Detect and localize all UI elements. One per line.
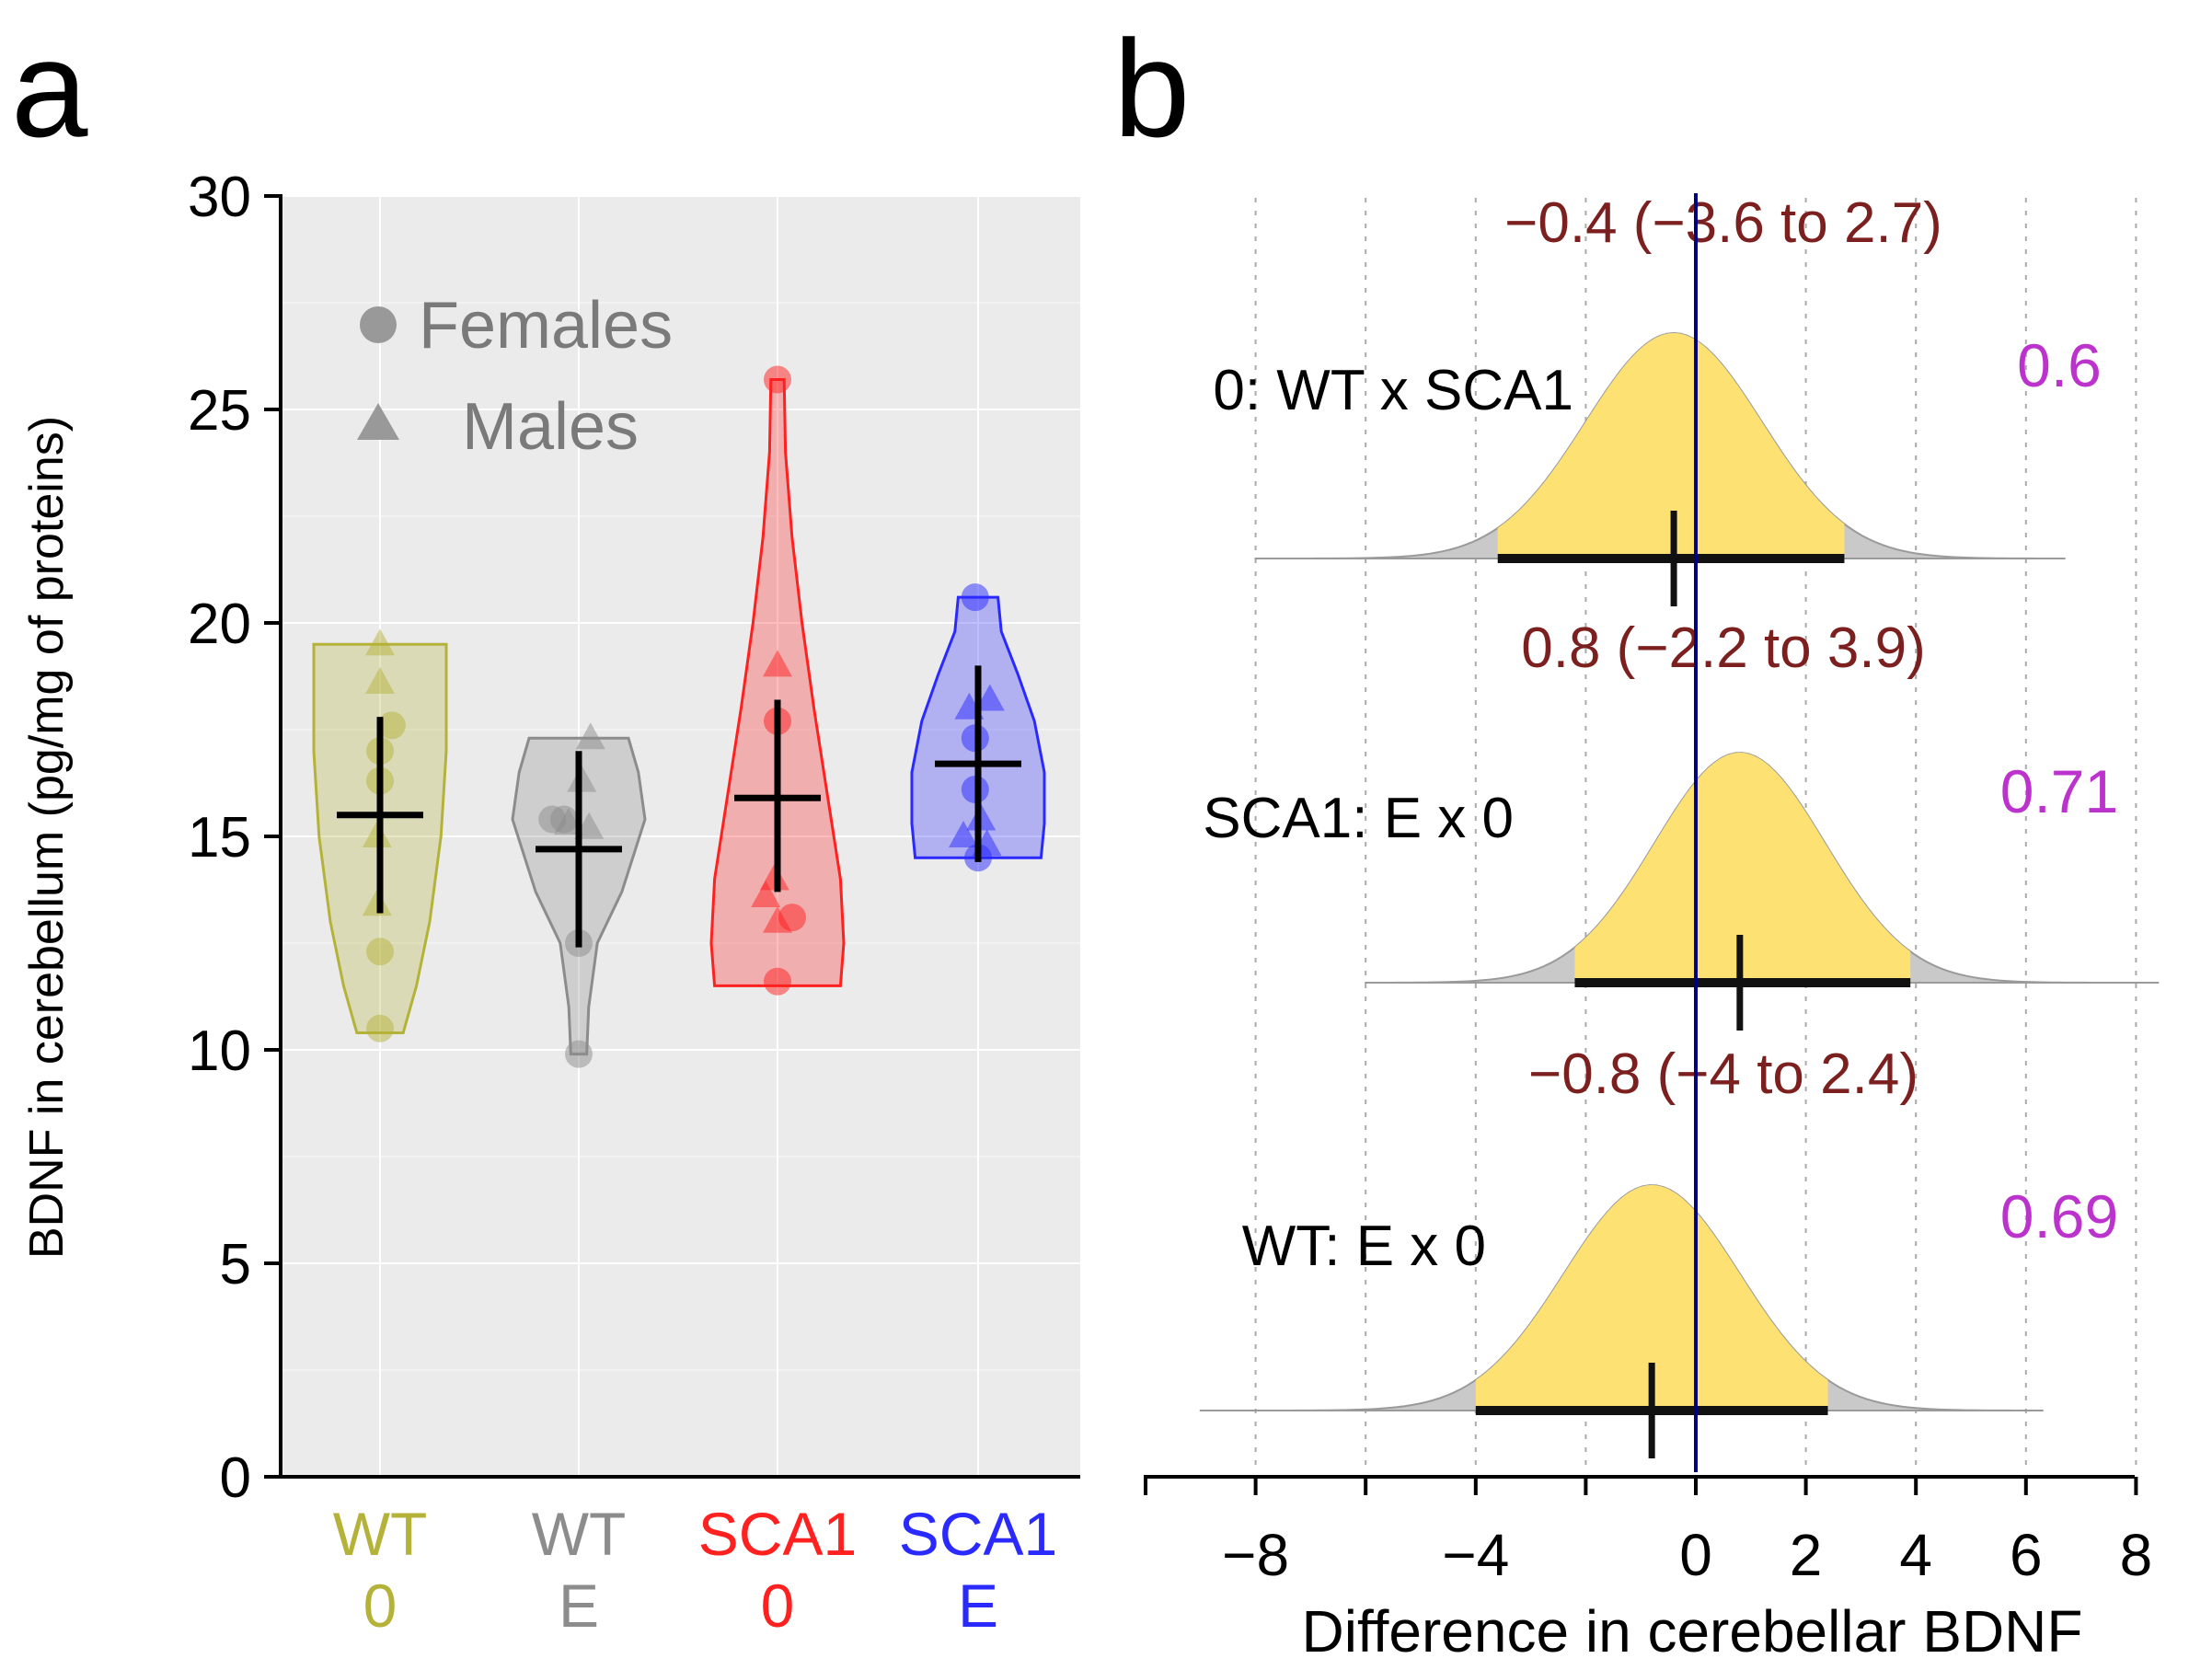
probability-label: 0.71 <box>2000 757 2118 825</box>
panel-b-label: b <box>1113 11 1190 166</box>
data-point-female <box>764 365 791 394</box>
comparison-label: 0: WT x SCA1 <box>1213 359 1573 422</box>
y-tick-label: 25 <box>188 379 251 443</box>
data-point-female <box>366 1014 394 1042</box>
density-row: −0.8 (−4 to 2.4) 0.69 WT: E x 0 <box>1200 1042 2118 1458</box>
y-tick-label: 0 <box>220 1446 251 1510</box>
males-marker-icon <box>357 403 399 440</box>
x-tick-label-line2: E <box>559 1572 599 1640</box>
y-tick-label: 15 <box>188 806 251 870</box>
density-ci-fill <box>1475 1185 1828 1411</box>
interval-annotation: −0.8 (−4 to 2.4) <box>1528 1042 1918 1106</box>
data-point-male <box>763 905 792 933</box>
data-point-female <box>764 967 791 996</box>
density-row: −0.4 (−3.6 to 2.7) 0.6 0: WT x SCA1 <box>1213 191 2102 606</box>
females-marker-icon <box>360 306 397 343</box>
violin-chart: 0 5 10 15 20 25 30 BDNF in cerebellum (pg/mg o… <box>20 166 1080 1640</box>
x-tick-label-line1: WT <box>333 1500 428 1568</box>
data-point-male <box>949 821 978 847</box>
legend-males-label: Males <box>462 390 639 464</box>
x-tick-label: −4 <box>1442 1522 1509 1588</box>
x-tick-label: 2 <box>1790 1522 1823 1588</box>
interval-annotation: −0.4 (−3.6 to 2.7) <box>1504 191 1942 255</box>
x-tick-label-line2: 0 <box>363 1572 397 1640</box>
density-chart: −0.4 (−3.6 to 2.7) 0.6 0: WT x SCA1 0.8 (−2… <box>1144 191 2159 1664</box>
y-tick-label: 30 <box>188 166 251 229</box>
y-axis-label: BDNF in cerebellum (pg/mg of proteins) <box>20 416 74 1259</box>
data-point-male <box>974 684 1005 711</box>
comparison-label: WT: E x 0 <box>1242 1215 1486 1278</box>
data-point-male <box>365 628 395 656</box>
violin-group <box>709 365 846 996</box>
violins <box>312 365 1046 1068</box>
data-point-male <box>763 650 792 677</box>
x-tick-label-line1: SCA1 <box>698 1500 857 1568</box>
x-axis: −8 −4 0 2 4 6 8 <box>1144 1475 2153 1588</box>
y-axis: 0 5 10 15 20 25 30 <box>188 166 1080 1510</box>
data-point-male <box>575 722 605 750</box>
interval-annotation: 0.8 (−2.2 to 3.9) <box>1521 616 1925 680</box>
data-point-female <box>565 1040 593 1068</box>
violin-group <box>910 583 1046 872</box>
legend: Females Males <box>357 289 673 464</box>
data-point-female <box>961 583 989 612</box>
panel-a-label: a <box>11 11 88 166</box>
x-tick-label-line1: WT <box>532 1500 627 1568</box>
comparison-label: SCA1: E x 0 <box>1203 787 1514 850</box>
density-row: 0.8 (−2.2 to 3.9) 0.71 SCA1: E x 0 <box>1203 616 2159 1031</box>
posterior-densities: −0.4 (−3.6 to 2.7) 0.6 0: WT x SCA1 0.8 (−2… <box>1200 191 2159 1458</box>
x-tick-label: 6 <box>2010 1522 2043 1588</box>
violin-group <box>312 628 448 1042</box>
x-tick-label: 4 <box>1899 1522 1932 1588</box>
y-tick-label: 20 <box>188 593 251 656</box>
x-tick-label: 0 <box>1679 1522 1712 1588</box>
probability-label: 0.6 <box>2017 331 2102 399</box>
data-point-female <box>377 711 406 740</box>
density-ci-fill <box>1497 333 1845 559</box>
y-tick-label: 10 <box>188 1019 251 1083</box>
data-point-female <box>366 938 394 966</box>
x-axis-label: Difference in cerebellar BDNF <box>1302 1598 2083 1664</box>
x-tick-label-line2: 0 <box>761 1572 795 1640</box>
data-point-male <box>751 880 781 907</box>
density-ci-fill <box>1574 753 1911 983</box>
violin-group <box>511 722 647 1068</box>
y-tick-label: 5 <box>220 1233 251 1296</box>
legend-females-label: Females <box>419 289 673 363</box>
x-tick-label: 8 <box>2120 1522 2153 1588</box>
data-point-male <box>365 666 395 694</box>
x-tick-label-line1: SCA1 <box>899 1500 1057 1568</box>
probability-label: 0.69 <box>2000 1182 2118 1250</box>
x-tick-label-line2: E <box>958 1572 998 1640</box>
x-tick-label: −8 <box>1222 1522 1289 1588</box>
